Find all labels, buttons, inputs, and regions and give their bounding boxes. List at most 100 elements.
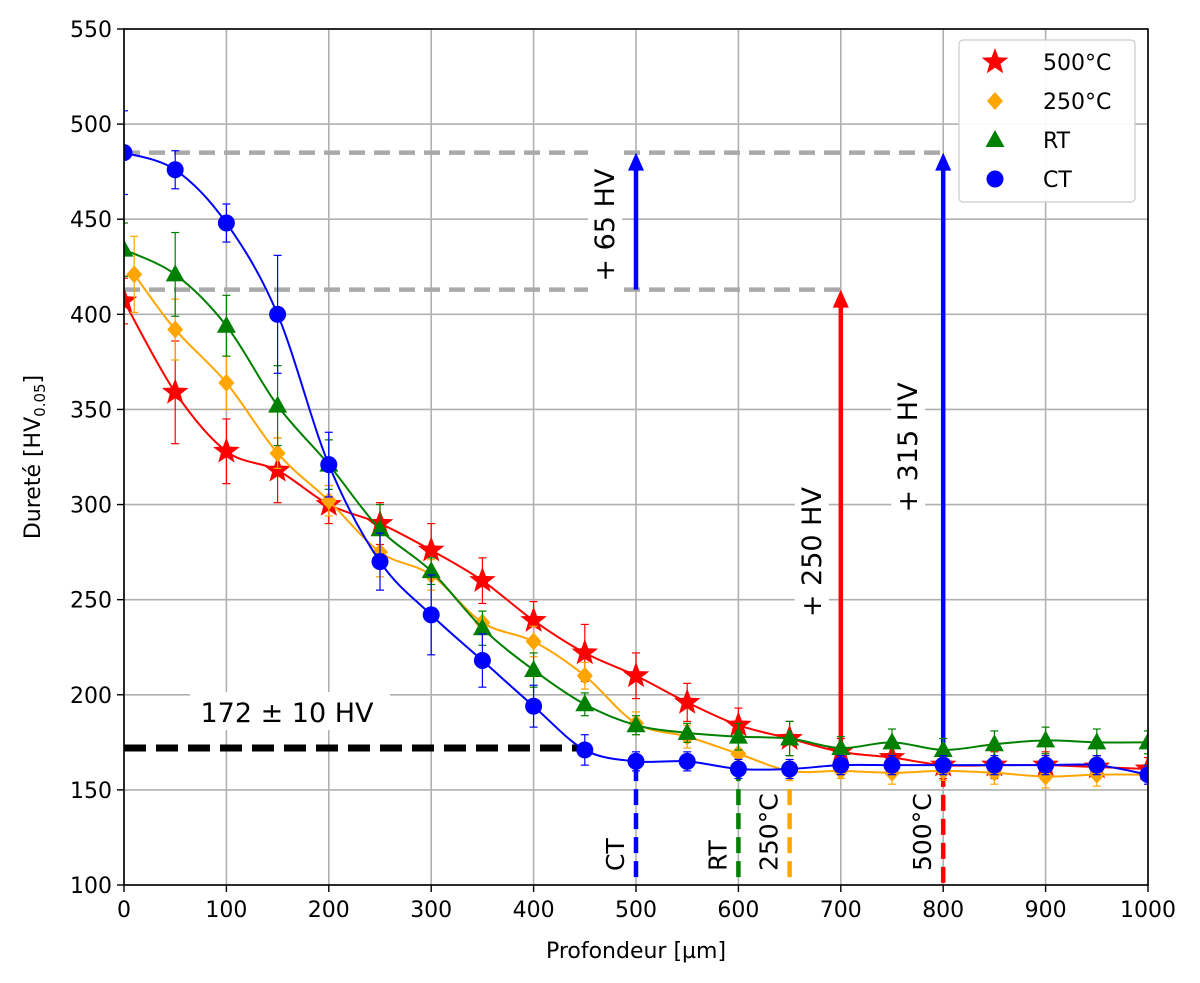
data-point-rt xyxy=(216,315,236,333)
x-tick-label: 500 xyxy=(615,898,657,923)
data-point-250c xyxy=(730,744,747,763)
y-tick-label: 300 xyxy=(70,494,112,519)
y-axis-label-sub: 0.05 xyxy=(31,383,49,416)
data-point-250c xyxy=(269,444,286,463)
y-axis-label: Dureté [HV0.05] xyxy=(21,375,49,539)
depth-marker-label-bg xyxy=(907,793,938,875)
data-point-ct xyxy=(320,456,338,474)
arrow-label: + 250 HV xyxy=(797,487,828,618)
data-point-ct xyxy=(985,756,1003,774)
legend-label-250c: 250°C xyxy=(1043,90,1111,115)
data-point-250c xyxy=(320,491,337,510)
arrow-head xyxy=(832,289,849,308)
legend-label-rt: RT xyxy=(1043,129,1071,154)
data-point-ct xyxy=(269,305,287,323)
data-point-500c xyxy=(673,688,701,714)
data-point-250c xyxy=(126,265,143,284)
legend-marker-250c xyxy=(987,92,1003,110)
data-point-500c xyxy=(571,638,599,665)
y-tick-label: 400 xyxy=(70,303,112,328)
data-point-ct xyxy=(934,756,952,774)
data-point-rt xyxy=(882,732,902,750)
arrow-head xyxy=(935,152,952,171)
x-tick-label: 100 xyxy=(205,898,247,923)
x-tick-label: 900 xyxy=(1025,898,1067,923)
data-point-ct xyxy=(473,652,491,670)
data-point-rt xyxy=(1138,732,1148,750)
data-point-ct xyxy=(371,553,389,571)
y-tick-label: 150 xyxy=(70,779,112,804)
x-tick-label: 200 xyxy=(308,898,350,923)
annotations: 172 ± 10 HV xyxy=(190,692,390,730)
legend-marker-rt xyxy=(985,130,1005,147)
data-point-rt xyxy=(421,561,441,579)
y-tick-label: 100 xyxy=(70,874,112,899)
legend-box xyxy=(958,39,1136,203)
depth-marker-label-bg xyxy=(753,793,784,875)
data-point-rt xyxy=(370,519,390,537)
data-point-rt xyxy=(524,660,544,678)
series-ct xyxy=(124,110,1148,785)
x-tick-label: 600 xyxy=(717,898,759,923)
data-point-ct xyxy=(678,752,696,770)
data-point-ct xyxy=(781,760,799,778)
legend-marker-500c xyxy=(981,48,1009,74)
arrow-head xyxy=(628,152,644,171)
x-tick-label: 0 xyxy=(117,898,131,923)
depth-marker-label: 500°C xyxy=(908,793,937,871)
data-point-ct xyxy=(576,741,594,759)
depth-marker-label-bg xyxy=(600,840,630,875)
depth-marker-label: 250°C xyxy=(755,793,784,871)
data-point-500c xyxy=(417,536,445,562)
data-point-250c xyxy=(525,632,542,651)
data-point-ct xyxy=(1139,766,1148,784)
data-point-rt xyxy=(1036,730,1056,748)
data-point-rt xyxy=(575,694,595,712)
data-point-rt xyxy=(165,264,185,282)
y-tick-label: 500 xyxy=(70,113,112,138)
data-point-ct xyxy=(627,752,645,770)
data-point-500c xyxy=(520,606,547,632)
data-point-ct xyxy=(1088,756,1106,774)
data-point-ct xyxy=(217,214,235,232)
depth-marker-label: CT xyxy=(601,838,630,871)
y-tick-label: 200 xyxy=(70,684,112,709)
x-axis-label: Profondeur [µm] xyxy=(546,939,726,964)
legend-label-ct: CT xyxy=(1043,168,1072,193)
depth-marker-label: RT xyxy=(703,839,732,871)
data-point-500c xyxy=(213,437,240,463)
y-tick-label: 350 xyxy=(70,398,112,423)
data-point-ct xyxy=(166,161,184,179)
data-point-250c xyxy=(576,666,593,685)
depth-marker-label-bg xyxy=(702,840,733,875)
x-tick-label: 400 xyxy=(513,898,555,923)
arrow-label-bg xyxy=(588,149,622,302)
legend-label-500c: 500°C xyxy=(1043,51,1111,76)
data-point-rt xyxy=(728,726,748,744)
data-point-rt xyxy=(780,728,800,746)
arrow-label: + 315 HV xyxy=(893,382,924,513)
reference-lines xyxy=(124,150,944,752)
x-tick-label: 800 xyxy=(922,898,964,923)
data-point-rt xyxy=(984,734,1004,752)
data-point-500c xyxy=(161,378,189,404)
arrow-label-bg xyxy=(891,371,926,524)
series-layer xyxy=(124,110,1148,789)
series-rt xyxy=(124,222,1148,762)
x-tick-label: 300 xyxy=(410,898,452,923)
data-point-ct xyxy=(1037,756,1055,774)
data-point-500c xyxy=(124,287,138,313)
data-point-rt xyxy=(268,395,288,413)
x-tick-label: 700 xyxy=(820,898,862,923)
y-axis-label-end: ] xyxy=(21,375,46,384)
data-point-ct xyxy=(422,606,440,624)
data-point-ct xyxy=(525,697,543,715)
data-point-500c xyxy=(469,566,496,592)
y-tick-label: 550 xyxy=(70,18,112,43)
arrow-label: + 65 HV xyxy=(590,168,621,281)
data-point-ct xyxy=(124,144,133,162)
depth-markers: CT RT 250°C 500°C xyxy=(600,765,946,885)
y-tick-label: 250 xyxy=(70,589,112,614)
axis-ticks: 0 100 200 300 400 500 600 700 800 900 100010015020… xyxy=(70,18,1176,923)
